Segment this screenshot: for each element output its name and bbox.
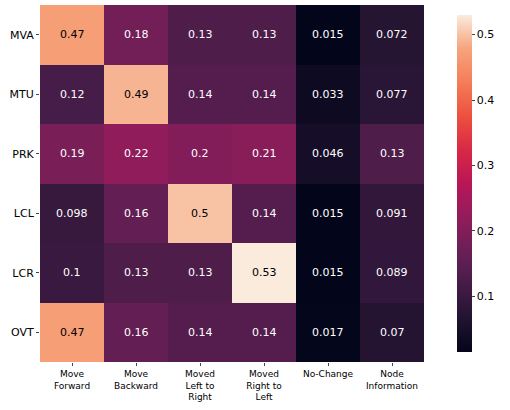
svg-text:0.072: 0.072 (376, 28, 408, 41)
svg-text:0.14: 0.14 (188, 88, 213, 101)
svg-text:LCR: LCR (12, 267, 34, 280)
svg-text:0.098: 0.098 (56, 207, 88, 220)
svg-text:0.13: 0.13 (124, 266, 149, 279)
svg-text:0.015: 0.015 (312, 266, 344, 279)
svg-text:0.21: 0.21 (252, 147, 277, 160)
svg-text:PRK: PRK (12, 148, 34, 161)
svg-text:0.13: 0.13 (188, 28, 213, 41)
svg-text:0.5: 0.5 (477, 28, 495, 41)
svg-text:0.015: 0.015 (312, 28, 344, 41)
svg-text:0.091: 0.091 (376, 207, 408, 220)
svg-text:0.077: 0.077 (376, 88, 408, 101)
svg-text:0.16: 0.16 (124, 207, 149, 220)
svg-text:0.015: 0.015 (312, 207, 344, 220)
svg-text:0.2: 0.2 (191, 147, 209, 160)
svg-text:0.1: 0.1 (477, 290, 495, 303)
svg-text:0.14: 0.14 (252, 326, 277, 339)
svg-text:NodeInformation: NodeInformation (366, 369, 418, 391)
svg-text:0.18: 0.18 (124, 28, 149, 41)
svg-text:MVA: MVA (10, 29, 34, 42)
svg-text:0.033: 0.033 (312, 88, 344, 101)
svg-text:0.47: 0.47 (60, 326, 85, 339)
svg-text:LCL: LCL (14, 207, 35, 220)
svg-text:No-Change: No-Change (303, 369, 354, 379)
svg-text:0.13: 0.13 (380, 147, 405, 160)
svg-text:0.2: 0.2 (477, 225, 495, 238)
svg-text:MovedRight toLeft: MovedRight toLeft (246, 369, 282, 402)
svg-text:0.53: 0.53 (252, 266, 277, 279)
svg-text:MoveForward: MoveForward (54, 369, 90, 391)
svg-text:0.13: 0.13 (188, 266, 213, 279)
svg-text:0.14: 0.14 (252, 88, 277, 101)
svg-text:0.22: 0.22 (124, 147, 149, 160)
svg-text:0.14: 0.14 (252, 207, 277, 220)
svg-text:0.3: 0.3 (477, 159, 495, 172)
svg-text:0.1: 0.1 (63, 266, 81, 279)
svg-text:0.16: 0.16 (124, 326, 149, 339)
svg-text:0.19: 0.19 (60, 147, 85, 160)
svg-text:0.49: 0.49 (124, 88, 149, 101)
svg-text:0.5: 0.5 (191, 207, 209, 220)
svg-text:MTU: MTU (10, 88, 34, 101)
svg-text:OVT: OVT (11, 326, 34, 339)
svg-text:0.017: 0.017 (312, 326, 344, 339)
svg-text:0.4: 0.4 (477, 94, 495, 107)
svg-text:0.046: 0.046 (312, 147, 344, 160)
svg-text:0.089: 0.089 (376, 266, 408, 279)
svg-text:0.13: 0.13 (252, 28, 277, 41)
svg-text:MoveBackward: MoveBackward (114, 369, 158, 391)
svg-text:0.07: 0.07 (380, 326, 405, 339)
svg-text:0.14: 0.14 (188, 326, 213, 339)
svg-text:0.12: 0.12 (60, 88, 85, 101)
svg-text:0.47: 0.47 (60, 28, 85, 41)
svg-text:MovedLeft toRight: MovedLeft toRight (185, 369, 215, 402)
